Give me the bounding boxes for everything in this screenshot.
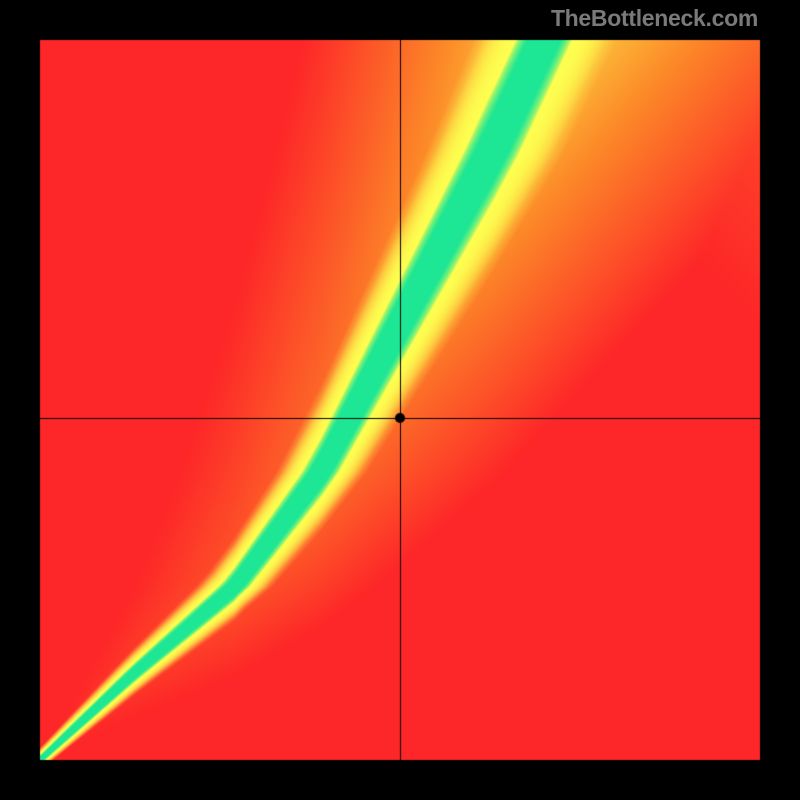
- heatmap-canvas: [0, 0, 800, 800]
- watermark-text: TheBottleneck.com: [551, 5, 758, 32]
- outer-frame: TheBottleneck.com: [0, 0, 800, 800]
